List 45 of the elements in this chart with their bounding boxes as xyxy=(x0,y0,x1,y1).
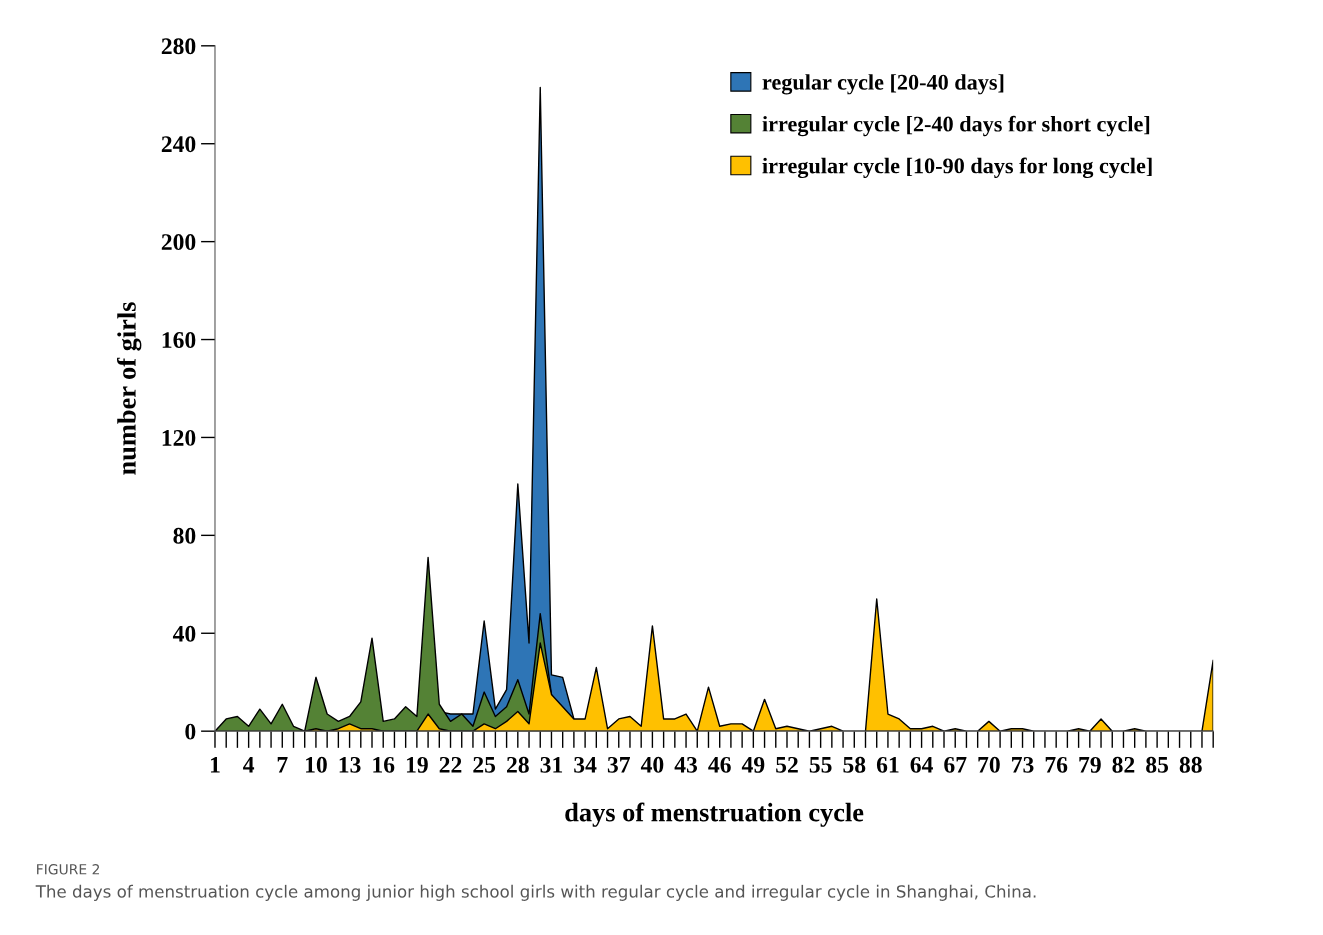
legend-label: irregular cycle [10-90 days for long cycle] xyxy=(762,157,1152,179)
x-tick-label: 10 xyxy=(306,756,327,773)
y-tick-label: 240 xyxy=(161,136,196,153)
x-tick-label: 13 xyxy=(339,756,361,773)
x-tick-label: 40 xyxy=(640,756,664,773)
x-tick-label: 46 xyxy=(708,756,731,773)
x-tick-label: 43 xyxy=(674,756,698,773)
x-tick-label: 79 xyxy=(1079,756,1101,773)
y-tick-label: 40 xyxy=(172,625,196,642)
y-tick-label: 80 xyxy=(173,527,196,544)
x-tick-label: 4 xyxy=(243,757,255,773)
y-tick-label: 200 xyxy=(161,234,196,251)
x-tick-label: 85 xyxy=(1146,756,1169,773)
x-tick-label: 25 xyxy=(473,756,496,773)
x-tick-label: 19 xyxy=(406,756,428,773)
x-tick-label: 64 xyxy=(910,756,933,773)
legend-label: regular cycle [20-40 days] xyxy=(762,74,1004,95)
x-tick-label: 82 xyxy=(1112,756,1135,773)
x-tick-label: 7 xyxy=(277,757,288,773)
text: The days of menstruation cycle among junior high school girls with regular cycle and irregular cycle in Shanghai, China. xyxy=(35,884,1036,901)
x-tick-label: 22 xyxy=(439,756,462,773)
x-tick-label: 28 xyxy=(507,756,529,773)
x-tick-label: 73 xyxy=(1012,756,1034,773)
x-tick-label: 55 xyxy=(809,757,832,773)
x-tick-label: 31 xyxy=(540,756,563,773)
x-tick-label: 70 xyxy=(978,756,1000,773)
x-tick-label: 52 xyxy=(776,756,798,773)
x-tick-label: 76 xyxy=(1045,756,1068,773)
x-axis-title: days of menstruation cycle xyxy=(565,802,864,827)
y-tick-label: 120 xyxy=(162,429,196,446)
x-tick-label: 67 xyxy=(944,756,967,773)
legend-label: irregular cycle [2-40 days for short cycle] xyxy=(762,115,1150,137)
x-tick-label: 1 xyxy=(210,756,220,773)
x-tick-label: 58 xyxy=(843,756,866,773)
caption: FIGURE 2 xyxy=(37,864,100,875)
x-tick-label: 88 xyxy=(1179,756,1202,773)
y-tick-label: 160 xyxy=(162,332,196,348)
x-tick-label: 37 xyxy=(607,756,630,773)
y-axis-title: number of girls xyxy=(116,302,142,475)
y-tick-label: 0 xyxy=(185,723,196,740)
x-tick-label: 34 xyxy=(574,756,597,773)
x-tick-label: 16 xyxy=(373,756,395,773)
x-tick-label: 49 xyxy=(741,756,765,773)
x-tick-label: 61 xyxy=(876,756,899,773)
y-tick-label: 280 xyxy=(161,38,196,55)
